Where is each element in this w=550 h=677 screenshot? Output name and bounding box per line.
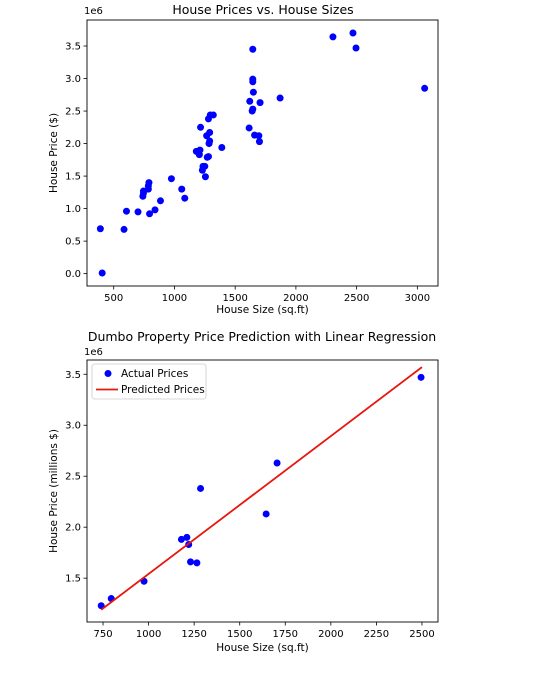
legend-box bbox=[91, 363, 207, 400]
chart-dumbo-price-prediction: Dumbo Property Price Prediction with Lin… bbox=[48, 329, 439, 654]
chart2-y-ticks: 1.5 2.0 2.5 3.0 3.5 bbox=[65, 370, 87, 585]
chart2-predicted-line bbox=[100, 366, 423, 611]
chart2-legend: Actual Prices Predicted Prices bbox=[91, 363, 207, 400]
chart1-data-point bbox=[206, 129, 214, 137]
chart1-data-point bbox=[201, 173, 209, 181]
chart1-data-point bbox=[197, 123, 205, 131]
chart2-y-tick-label: 3.5 bbox=[65, 370, 81, 381]
chart1-data-point bbox=[206, 137, 214, 145]
chart-house-prices-vs-sizes: House Prices vs. House Sizes 1e6 500 1000… bbox=[48, 2, 439, 316]
chart1-y-tick-label: 0.0 bbox=[65, 269, 81, 280]
chart1-x-tick-label: 500 bbox=[104, 293, 123, 304]
chart2-x-tick-label: 2000 bbox=[318, 629, 343, 640]
chart1-x-axis-label: House Size (sq.ft) bbox=[216, 304, 308, 316]
chart2-actual-point bbox=[193, 559, 201, 567]
chart2-actual-point bbox=[183, 533, 191, 541]
chart1-data-point bbox=[122, 207, 130, 215]
chart1-data-point bbox=[96, 225, 104, 233]
legend-predicted-label: Predicted Prices bbox=[121, 384, 205, 396]
chart2-x-tick-label: 750 bbox=[93, 629, 112, 640]
chart1-x-tick-label: 3000 bbox=[405, 293, 430, 304]
chart2-axes-frame bbox=[86, 359, 439, 623]
chart1-data-point bbox=[178, 185, 186, 193]
chart1-x-tick-label: 2000 bbox=[283, 293, 308, 304]
chart2-x-tick-label: 1000 bbox=[136, 629, 161, 640]
chart1-title: House Prices vs. House Sizes bbox=[172, 2, 353, 17]
chart1-data-point bbox=[167, 175, 175, 183]
chart2-y-tick-label: 2.5 bbox=[65, 472, 81, 483]
chart2-actual-points bbox=[97, 373, 425, 610]
chart1-data-point bbox=[276, 94, 284, 102]
legend-actual-label: Actual Prices bbox=[121, 368, 188, 380]
chart1-data-point bbox=[421, 84, 429, 92]
chart1-data-point bbox=[145, 179, 153, 187]
chart1-data-point bbox=[156, 197, 164, 205]
chart2-x-tick-label: 1250 bbox=[181, 629, 206, 640]
chart2-y-tick-label: 3.0 bbox=[65, 421, 81, 432]
chart1-y-tick-label: 1.5 bbox=[65, 172, 81, 183]
chart1-y-tick-label: 3.0 bbox=[65, 74, 81, 85]
chart1-x-ticks: 500 1000 1500 2000 2500 3000 bbox=[104, 286, 430, 304]
chart1-data-point bbox=[256, 99, 264, 107]
chart1-data-point bbox=[249, 45, 257, 53]
chart2-x-axis-label: House Size (sq.ft) bbox=[216, 642, 308, 654]
chart2-actual-point bbox=[262, 510, 270, 518]
chart2-x-tick-label: 2500 bbox=[409, 629, 434, 640]
chart1-data-point bbox=[134, 208, 142, 216]
chart1-data-point bbox=[120, 225, 128, 233]
chart1-data-point bbox=[209, 111, 217, 119]
chart2-y-tick-label: 1.5 bbox=[65, 574, 81, 585]
chart1-y-tick-label: 0.5 bbox=[65, 237, 81, 248]
chart1-data-point bbox=[151, 206, 159, 214]
chart1-data-point bbox=[255, 132, 263, 140]
chart2-actual-point bbox=[187, 558, 195, 566]
chart1-data-point bbox=[181, 194, 189, 202]
chart1-data-point bbox=[255, 138, 263, 146]
chart1-data-point bbox=[204, 153, 212, 161]
chart1-y-offset-label: 1e6 bbox=[84, 6, 103, 17]
chart1-data-point bbox=[246, 97, 254, 105]
chart1-data-point bbox=[249, 75, 257, 83]
chart2-predicted-line-segment bbox=[100, 366, 423, 611]
chart2-actual-point bbox=[273, 459, 281, 467]
chart1-data-point bbox=[352, 44, 360, 52]
chart1-y-tick-label: 1.0 bbox=[65, 204, 81, 215]
chart1-x-tick-label: 2500 bbox=[344, 293, 369, 304]
chart1-axes-frame bbox=[86, 19, 439, 287]
chart1-data-point bbox=[245, 124, 253, 132]
chart1-data-point bbox=[196, 146, 204, 154]
chart2-x-tick-label: 1750 bbox=[273, 629, 298, 640]
chart1-data-point bbox=[201, 162, 209, 170]
chart1-y-tick-label: 2.5 bbox=[65, 107, 81, 118]
chart1-data-point bbox=[146, 210, 154, 218]
chart2-y-offset-label: 1e6 bbox=[84, 347, 103, 358]
chart1-data-point bbox=[349, 29, 357, 37]
chart1-data-point bbox=[249, 105, 257, 113]
chart1-data-point bbox=[218, 143, 226, 151]
chart2-y-tick-label: 2.0 bbox=[65, 523, 81, 534]
chart2-y-axis-label: House Price (millions $) bbox=[48, 429, 60, 553]
chart1-x-tick-label: 1500 bbox=[222, 293, 247, 304]
chart2-x-ticks: 750 1000 1250 1500 1750 2000 2250 2500 bbox=[93, 622, 435, 640]
chart2-actual-point bbox=[417, 373, 425, 381]
chart1-y-ticks: 0.0 0.5 1.0 1.5 2.0 2.5 3.0 3.5 bbox=[65, 42, 87, 280]
chart1-y-axis-label: House Price ($) bbox=[48, 113, 60, 193]
chart2-x-tick-label: 1500 bbox=[227, 629, 252, 640]
chart1-data-point bbox=[98, 269, 106, 277]
chart1-data-point bbox=[249, 88, 257, 96]
chart2-title: Dumbo Property Price Prediction with Lin… bbox=[88, 329, 436, 344]
chart1-y-tick-label: 3.5 bbox=[65, 42, 81, 53]
chart2-x-tick-label: 2250 bbox=[364, 629, 389, 640]
chart1-points bbox=[96, 29, 429, 277]
chart1-x-tick-label: 1000 bbox=[162, 293, 187, 304]
legend-actual-marker bbox=[104, 370, 112, 377]
chart2-actual-point bbox=[197, 484, 205, 492]
chart2-actual-point bbox=[177, 535, 185, 543]
chart1-data-point bbox=[329, 33, 337, 41]
chart1-y-tick-label: 2.0 bbox=[65, 139, 81, 150]
